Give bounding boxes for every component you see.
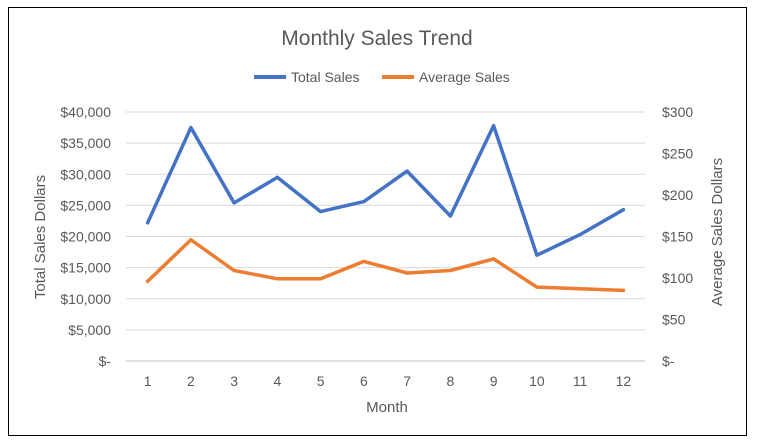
data-point-total-sales xyxy=(492,124,496,128)
x-tick-label: 2 xyxy=(187,373,195,389)
data-point-average-sales xyxy=(405,271,409,275)
data-point-total-sales xyxy=(578,233,582,237)
data-point-total-sales xyxy=(319,210,323,214)
x-tick-label: 3 xyxy=(230,373,238,389)
y-tick-label: $10,000 xyxy=(60,291,111,307)
data-point-total-sales xyxy=(146,221,150,225)
data-point-average-sales xyxy=(448,268,452,273)
y-tick-label: $20,000 xyxy=(60,229,111,245)
series-line-total-sales xyxy=(145,123,626,257)
x-tick-label: 4 xyxy=(273,373,281,389)
y2-tick-label: $- xyxy=(662,353,675,369)
y-tick-label: $- xyxy=(99,353,112,369)
data-point-total-sales xyxy=(535,253,539,257)
data-point-total-sales xyxy=(405,169,409,173)
y2-tick-label: $300 xyxy=(662,104,693,120)
data-point-total-sales xyxy=(362,200,366,204)
legend-label-total-sales: Total Sales xyxy=(291,69,359,85)
data-point-total-sales xyxy=(275,175,279,179)
data-point-average-sales xyxy=(232,268,236,273)
chart-title: Monthly Sales Trend xyxy=(281,27,472,50)
y-tick-label: $25,000 xyxy=(60,197,111,213)
x-axis-title: Month xyxy=(366,399,408,416)
y-tick-label: $35,000 xyxy=(60,135,111,151)
y2-tick-label: $50 xyxy=(662,312,686,328)
data-point-average-sales xyxy=(146,279,150,283)
data-point-average-sales xyxy=(492,257,496,261)
series-line-average-sales xyxy=(145,238,626,293)
data-point-average-sales xyxy=(578,287,582,291)
data-point-total-sales xyxy=(189,125,193,130)
data-point-average-sales xyxy=(621,288,625,293)
data-point-average-sales xyxy=(319,277,323,281)
data-point-total-sales xyxy=(448,214,452,218)
y-axis-right-ticks: $- $50 $100 $150 $200 $250 $300 xyxy=(662,104,693,369)
y2-tick-label: $200 xyxy=(662,187,693,203)
x-tick-label: 6 xyxy=(360,373,368,389)
y-tick-label: $40,000 xyxy=(60,104,111,120)
x-tick-label: 5 xyxy=(317,373,325,389)
data-point-average-sales xyxy=(362,259,366,263)
series-layer xyxy=(145,123,626,293)
y-axis-left-ticks: $- $5,000 $10,000 $15,000 $20,000 $25,000 $30,… xyxy=(60,104,111,369)
x-tick-label: 10 xyxy=(529,373,545,389)
y-tick-label: $5,000 xyxy=(68,322,111,338)
y2-tick-label: $250 xyxy=(662,146,693,162)
y2-tick-label: $100 xyxy=(662,270,693,286)
legend: Total Sales Average Sales xyxy=(254,69,510,85)
y-tick-label: $30,000 xyxy=(60,166,111,182)
x-tick-label: 11 xyxy=(573,373,588,389)
x-tick-label: 8 xyxy=(446,373,454,389)
data-point-total-sales xyxy=(621,208,625,212)
y-axis-left-title: Total Sales Dollars xyxy=(32,175,49,299)
y2-tick-label: $150 xyxy=(662,229,693,245)
x-axis-ticks: 1 2 3 4 5 6 7 8 9 10 11 12 xyxy=(144,373,632,389)
y-tick-label: $15,000 xyxy=(60,260,111,276)
x-tick-label: 1 xyxy=(144,373,152,389)
x-tick-label: 7 xyxy=(403,373,411,389)
data-point-average-sales xyxy=(535,285,539,289)
data-point-total-sales xyxy=(232,201,236,205)
data-point-average-sales xyxy=(275,277,279,281)
x-tick-label: 12 xyxy=(616,373,632,389)
x-tick-label: 9 xyxy=(490,373,498,389)
data-point-average-sales xyxy=(189,238,193,242)
legend-label-average-sales: Average Sales xyxy=(419,69,510,85)
y-axis-right-title: Average Sales Dollars xyxy=(709,158,726,306)
chart-frame xyxy=(8,7,747,436)
